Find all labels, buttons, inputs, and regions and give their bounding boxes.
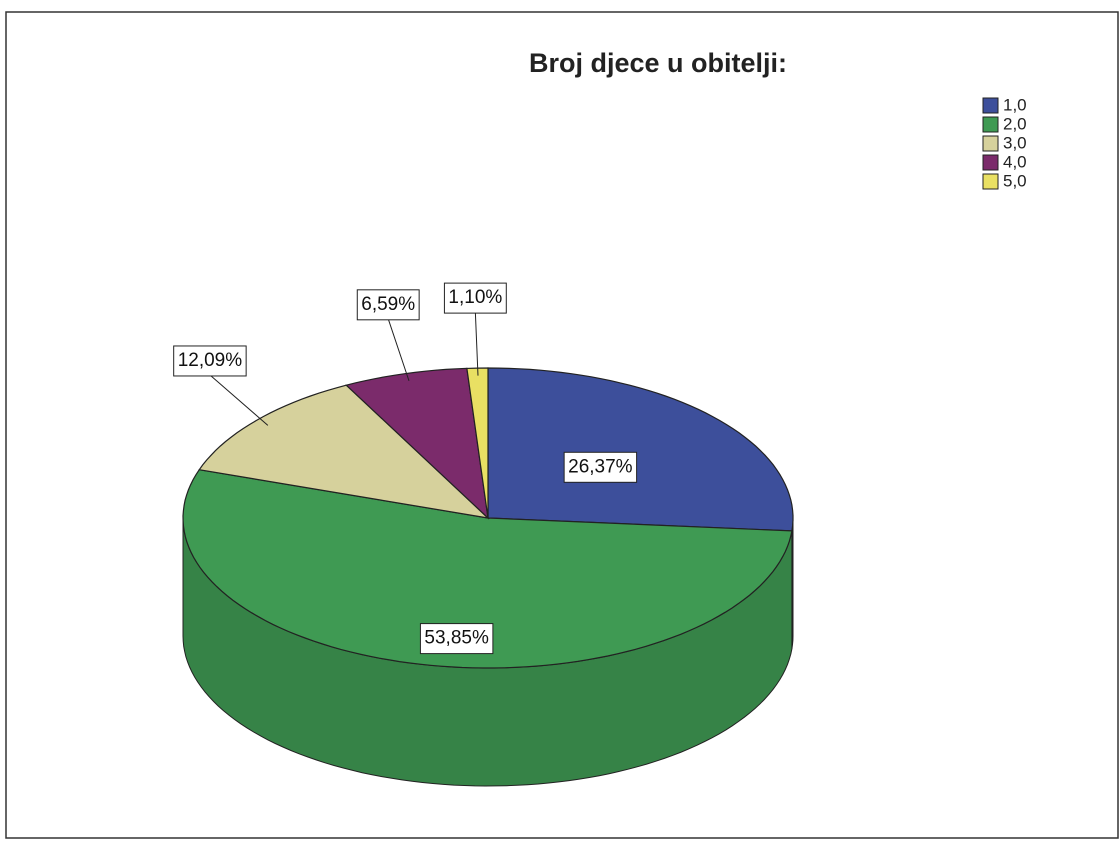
- label-box: [563, 451, 638, 483]
- label-box: [443, 282, 507, 314]
- label-text: 6,59%: [361, 294, 415, 315]
- slice: [345, 367, 489, 520]
- label-text: 53,85%: [424, 628, 489, 649]
- label-box: [173, 345, 247, 377]
- label-text: 12,09%: [178, 350, 243, 371]
- legend-label: 1,0: [1003, 95, 1027, 114]
- data-label: 12,09%: [173, 345, 247, 377]
- label-text: 26,37%: [568, 456, 633, 477]
- legend-swatch: [982, 97, 999, 114]
- data-label: 53,85%: [419, 623, 494, 655]
- label-box: [356, 289, 420, 321]
- slice: [198, 384, 490, 519]
- legend-swatch: [982, 154, 999, 171]
- legend-swatch: [982, 173, 999, 190]
- legend-label: 2,0: [1003, 114, 1027, 133]
- chart-title: Broj djece u obitelji:: [529, 48, 787, 78]
- data-label: 26,37%: [563, 451, 638, 483]
- slice: [487, 367, 794, 532]
- label-box: [419, 623, 494, 655]
- leader-line: [474, 312, 479, 376]
- legend-label: 5,0: [1003, 171, 1027, 190]
- label-text: 1,10%: [448, 287, 502, 308]
- data-label: 6,59%: [356, 289, 420, 321]
- leader-line: [209, 374, 269, 426]
- slice: [182, 469, 793, 669]
- leader-line: [387, 318, 410, 382]
- legend-label: 3,0: [1003, 133, 1027, 152]
- data-label: 1,10%: [443, 282, 507, 314]
- legend-label: 4,0: [1003, 152, 1027, 171]
- legend-swatch: [982, 116, 999, 133]
- legend-swatch: [982, 135, 999, 152]
